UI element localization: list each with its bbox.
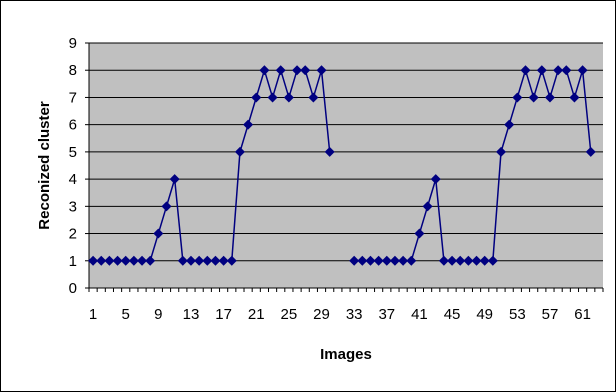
x-tick-label: 17 [215,306,232,323]
data-point-marker [202,255,213,266]
data-point-marker [430,174,441,185]
data-point-marker [569,92,580,103]
x-tick-label: 53 [509,306,526,323]
data-point-marker [169,174,180,185]
data-point-marker [267,92,278,103]
data-point-marker [381,255,392,266]
x-tick-label: 61 [574,306,591,323]
y-tick-label: 5 [69,144,77,161]
data-point-marker [96,255,107,266]
x-tick-label: 49 [476,306,493,323]
data-point-marker [137,255,148,266]
x-tick-label: 1 [89,306,97,323]
data-point-marker [463,255,474,266]
data-point-marker [504,119,515,130]
data-point-marker [471,255,482,266]
data-point-marker [406,255,417,266]
data-point-marker [226,255,237,266]
data-point-marker [112,255,123,266]
x-tick-label: 21 [248,306,265,323]
x-tick-label: 5 [122,306,130,323]
data-point-marker [496,146,507,157]
data-point-marker [292,65,303,76]
y-tick-label: 6 [69,117,77,134]
data-point-marker [398,255,409,266]
data-point-marker [365,255,376,266]
data-point-marker [447,255,458,266]
data-point-marker [177,255,188,266]
data-point-marker [349,255,360,266]
data-point-marker [536,65,547,76]
data-point-marker [357,255,368,266]
data-point-marker [308,92,319,103]
data-point-marker [234,146,245,157]
x-tick-labels: 1 5 9 13 17 21 25 29 33 37 41 45 49 53 57 61 [89,306,591,323]
plot-area [89,43,603,288]
y-tick-label: 0 [69,280,77,297]
data-point-marker [520,65,531,76]
data-point-marker [438,255,449,266]
data-point-marker [585,146,596,157]
data-point-marker [88,255,99,266]
y-tick-label: 3 [69,198,77,215]
data-point-marker [422,201,433,212]
y-axis-title: Reconized cluster [36,101,53,230]
data-point-marker [512,92,523,103]
data-point-marker [414,228,425,239]
y-tick-label: 4 [69,171,77,188]
y-tick-label: 8 [69,62,77,79]
data-point-marker [251,92,262,103]
data-point-marker [373,255,384,266]
data-point-marker [544,92,555,103]
data-point-marker [185,255,196,266]
data-point-marker [316,65,327,76]
y-tick-label: 9 [69,35,77,52]
x-tick-label: 13 [183,306,200,323]
y-tick-labels: 0 1 2 3 4 5 6 7 8 9 [69,35,77,297]
data-point-marker [561,65,572,76]
data-point-marker [553,65,564,76]
data-point-marker [389,255,400,266]
x-tick-label: 29 [313,306,330,323]
series-markers [88,65,596,266]
data-point-marker [300,65,311,76]
data-point-marker [324,146,335,157]
x-tick-label: 25 [281,306,298,323]
data-point-marker [218,255,229,266]
data-point-marker [275,65,286,76]
data-point-marker [153,228,164,239]
data-point-marker [487,255,498,266]
data-point-marker [120,255,131,266]
x-tick-label: 45 [444,306,461,323]
data-point-marker [243,119,254,130]
x-tick-label: 41 [411,306,428,323]
y-tick-label: 7 [69,89,77,106]
data-point-marker [283,92,294,103]
data-point-marker [194,255,205,266]
data-point-marker [104,255,115,266]
x-axis-title: Images [320,346,372,363]
data-point-marker [161,201,172,212]
data-point-marker [128,255,139,266]
data-point-marker [145,255,156,266]
y-tick-label: 2 [69,226,77,243]
data-point-marker [577,65,588,76]
data-point-marker [479,255,490,266]
axes [85,42,604,292]
x-tick-label: 37 [378,306,395,323]
data-point-marker [259,65,270,76]
x-tick-label: 33 [346,306,363,323]
x-tick-label: 9 [154,306,162,323]
y-tick-label: 1 [69,253,77,270]
x-tick-label: 57 [542,306,559,323]
data-point-marker [210,255,221,266]
data-point-marker [455,255,466,266]
data-point-marker [528,92,539,103]
